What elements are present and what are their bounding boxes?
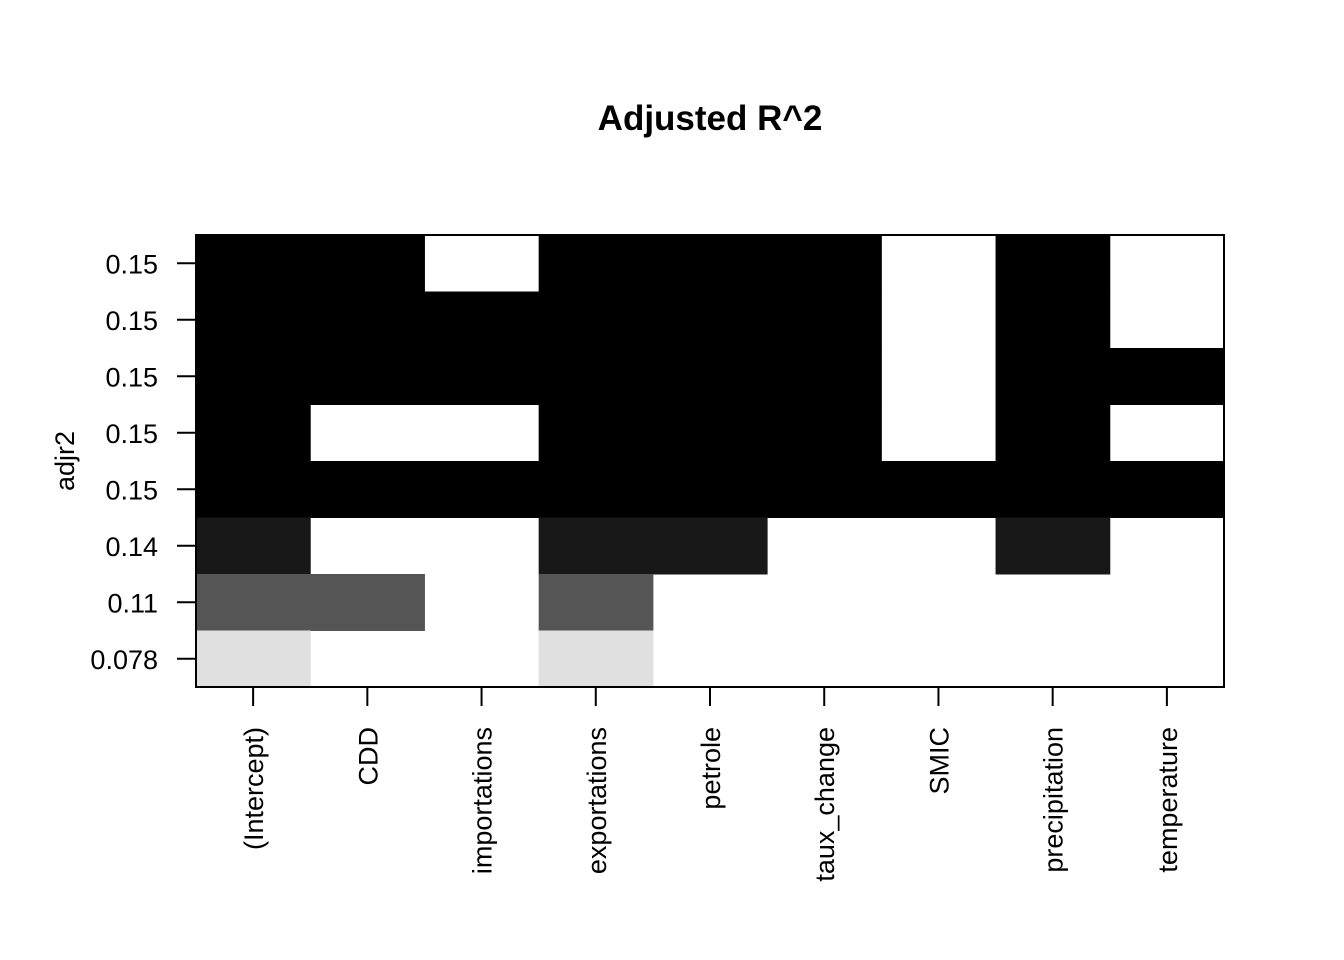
heatmap-cell xyxy=(196,517,311,575)
heatmap-cell xyxy=(995,404,1111,462)
y-tick-label: 0.15 xyxy=(105,249,158,279)
heatmap-cell xyxy=(767,348,882,405)
heatmap-cell xyxy=(424,461,540,518)
heatmap-cell xyxy=(196,291,311,349)
heatmap-cell xyxy=(538,348,654,405)
x-tick-label: precipitation xyxy=(1039,727,1069,873)
heatmap-cell xyxy=(652,235,768,292)
heatmap-cell xyxy=(767,291,882,349)
heatmap-cell xyxy=(767,461,882,518)
heatmap-cell xyxy=(652,404,768,462)
heatmap-cell xyxy=(995,291,1111,349)
heatmap-cell xyxy=(538,404,654,462)
y-tick-label: 0.15 xyxy=(105,362,158,392)
heatmap-cell xyxy=(1109,348,1225,405)
heatmap-cell xyxy=(995,348,1111,405)
y-tick-label: 0.15 xyxy=(105,419,158,449)
heatmap-cell xyxy=(538,630,654,688)
heatmap-cell xyxy=(652,348,768,405)
heatmap-cell xyxy=(196,404,311,462)
heatmap-cell xyxy=(196,235,311,292)
heatmap-cell xyxy=(767,404,882,462)
heatmap-cell xyxy=(196,630,311,688)
x-tick-label: temperature xyxy=(1153,727,1183,873)
heatmap-cell xyxy=(995,235,1111,292)
x-tick-label: taux_change xyxy=(810,727,840,882)
heatmap-cell xyxy=(652,461,768,518)
heatmap-cell xyxy=(995,461,1111,518)
heatmap-cell xyxy=(310,461,425,518)
x-tick-label: CDD xyxy=(353,727,383,786)
heatmap-cell xyxy=(538,461,654,518)
y-axis-label: adjr2 xyxy=(50,431,80,491)
heatmap-cell xyxy=(538,517,654,575)
chart-title: Adjusted R^2 xyxy=(598,99,823,138)
heatmap-cell xyxy=(196,348,311,405)
heatmap-cell xyxy=(196,574,311,631)
heatmap-cell xyxy=(767,235,882,292)
y-tick-label: 0.11 xyxy=(107,588,158,618)
heatmap-cells xyxy=(196,235,1225,688)
y-axis: 0.15 0.15 0.15 0.15 0.15 0.14 0.11 0.078 xyxy=(90,249,196,675)
heatmap-cell xyxy=(424,291,540,349)
heatmap-cell xyxy=(310,235,425,292)
heatmap-cell xyxy=(538,235,654,292)
heatmap-cell xyxy=(995,517,1111,575)
heatmap-cell xyxy=(652,517,768,575)
x-tick-label: SMIC xyxy=(924,727,954,795)
y-tick-label: 0.15 xyxy=(105,306,158,336)
heatmap-cell xyxy=(652,291,768,349)
heatmap-cell xyxy=(196,461,311,518)
heatmap-cell xyxy=(538,574,654,631)
y-tick-label: 0.14 xyxy=(105,532,158,562)
x-tick-label: (Intercept) xyxy=(239,727,269,850)
heatmap-cell xyxy=(310,291,425,349)
x-tick-label: exportations xyxy=(582,727,612,874)
heatmap-cell xyxy=(1109,461,1225,518)
heatmap-cell xyxy=(424,348,540,405)
x-tick-label: importations xyxy=(468,727,498,874)
y-tick-label: 0.15 xyxy=(105,475,158,505)
heatmap-cell xyxy=(310,574,425,631)
heatmap-cell xyxy=(881,461,997,518)
y-tick-label: 0.078 xyxy=(90,645,158,675)
x-axis: (Intercept) CDD importations exportations pe… xyxy=(239,687,1183,882)
heatmap-cell xyxy=(310,348,425,405)
x-tick-label: petrole xyxy=(696,727,726,810)
heatmap-cell xyxy=(538,291,654,349)
